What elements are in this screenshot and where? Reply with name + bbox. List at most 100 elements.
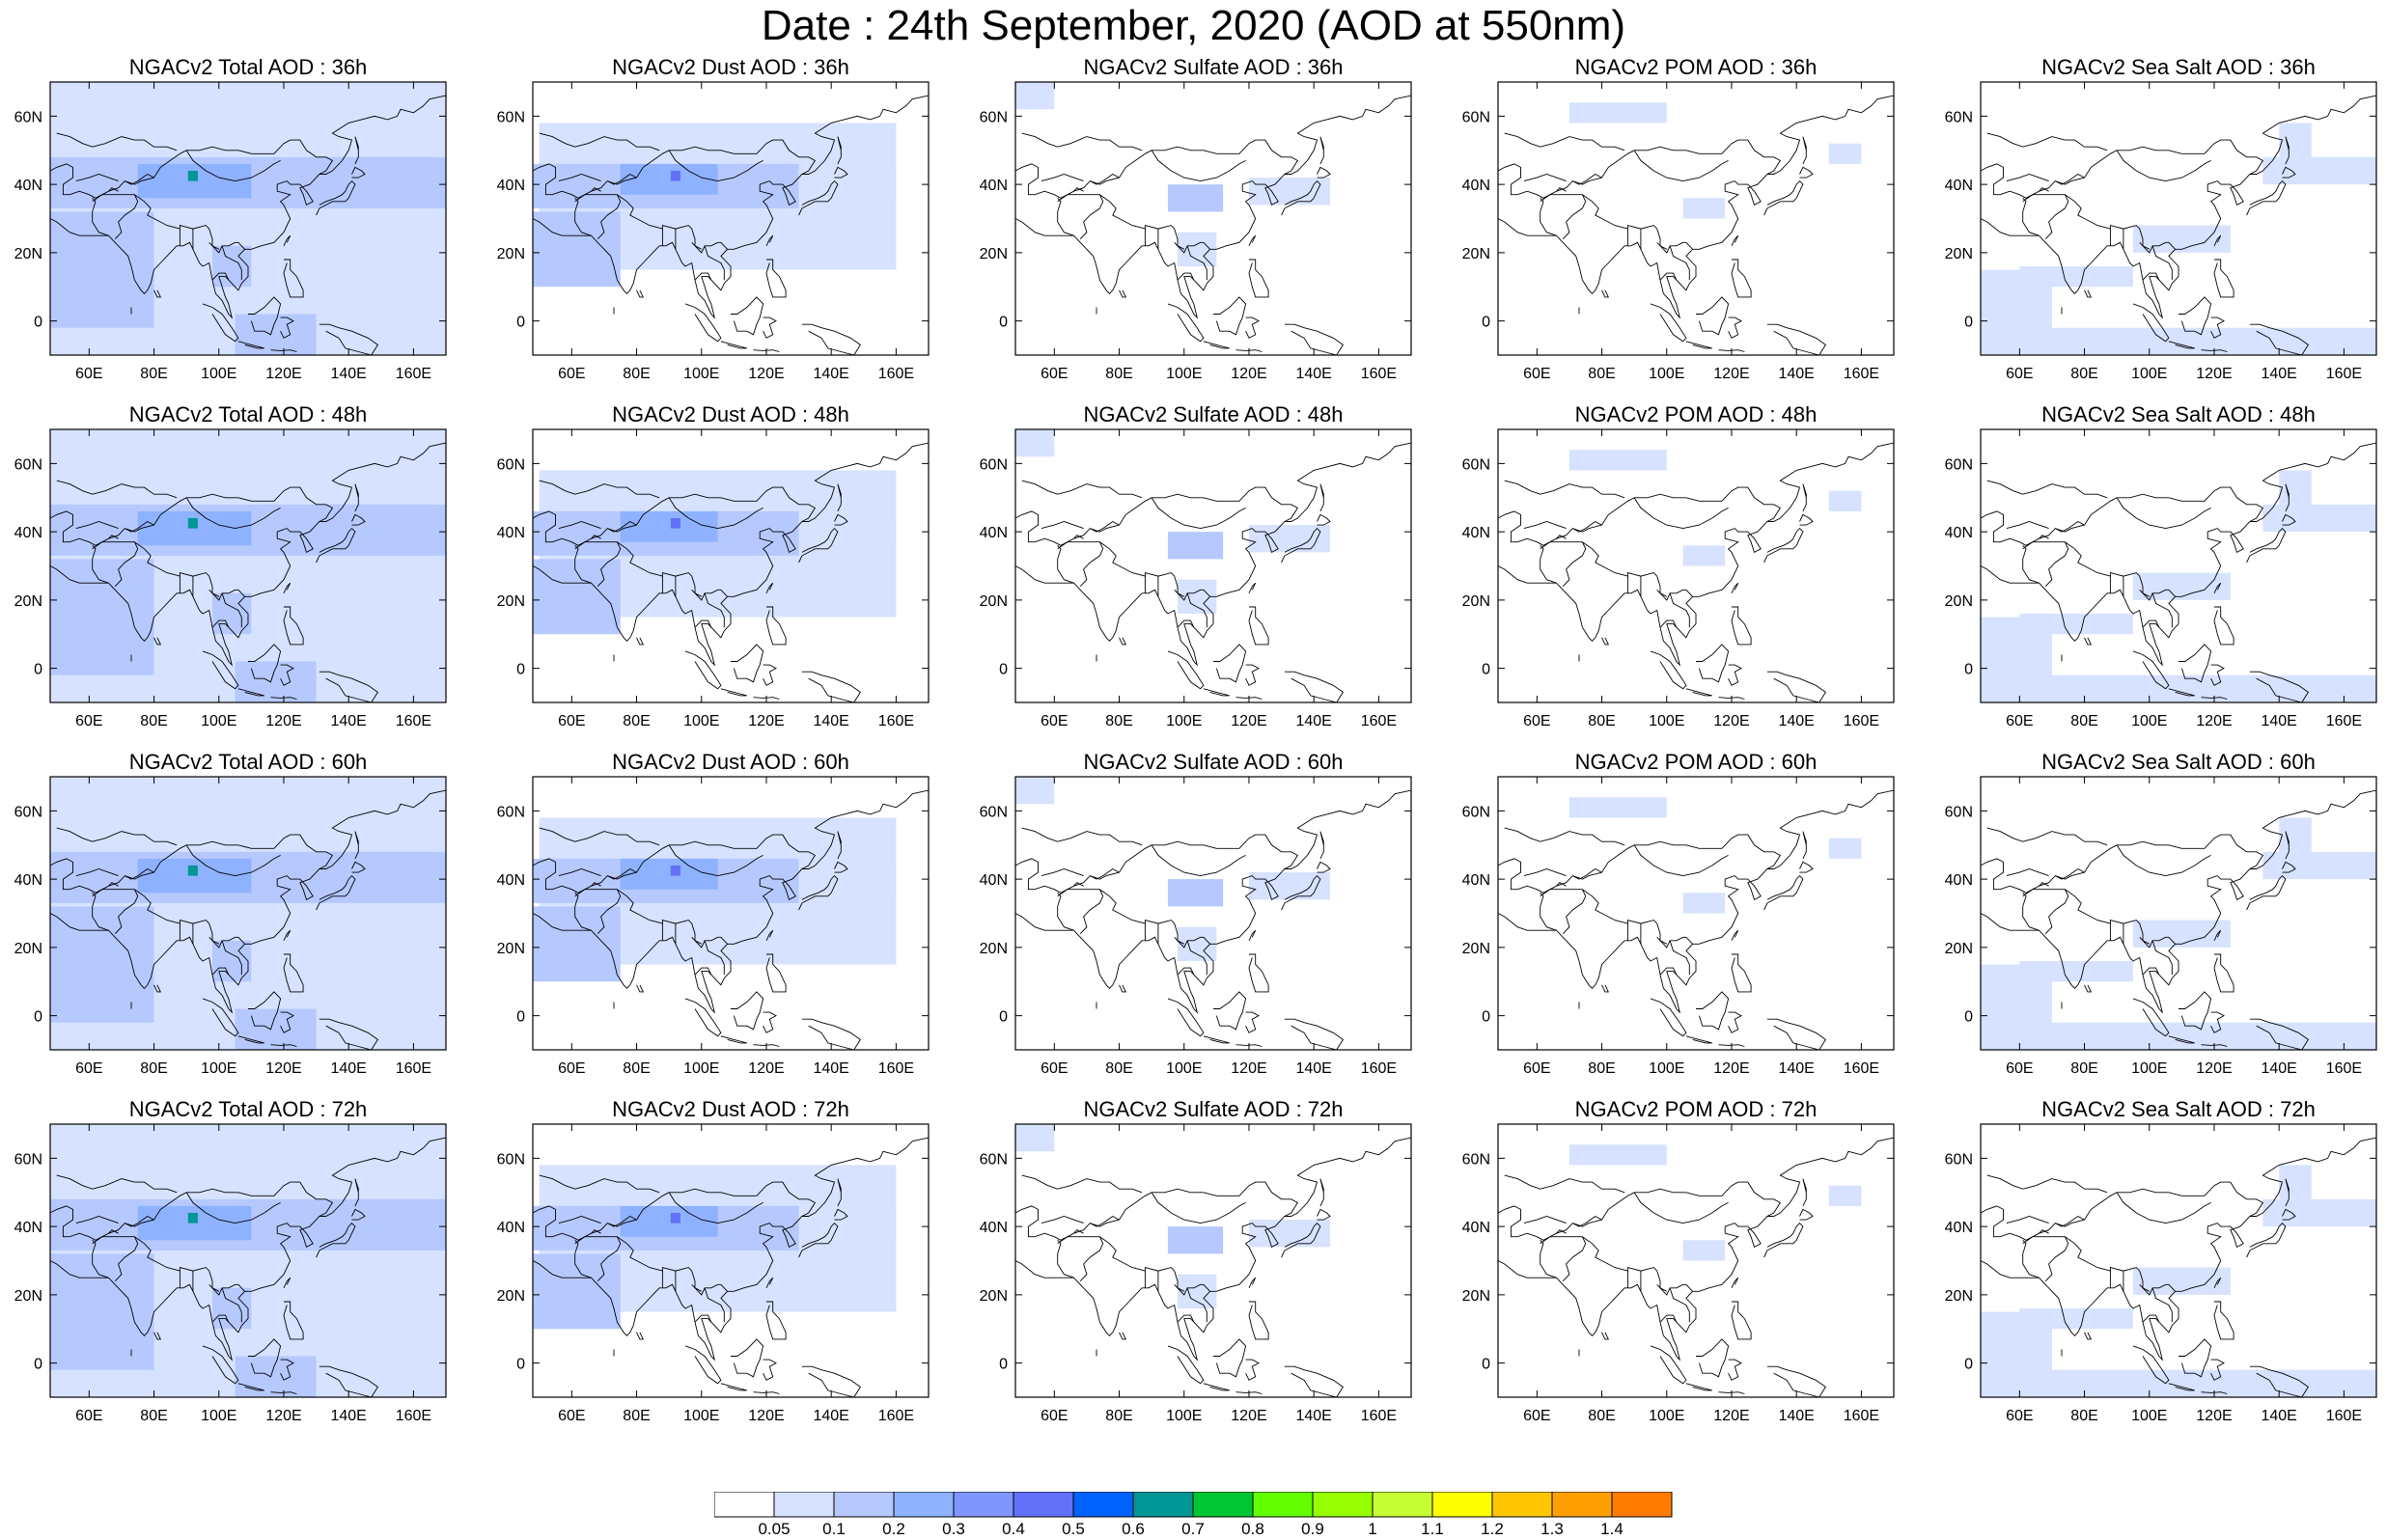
coastline-outline: [221, 940, 242, 976]
lon-tick-label: 100E: [683, 366, 719, 382]
coastline-outline: [2246, 1222, 2287, 1258]
coastline-outline: [765, 1277, 774, 1288]
lon-tick-label: 80E: [623, 713, 650, 729]
lon-tick-label: 80E: [2070, 1408, 2097, 1424]
coastline-outline: [533, 1205, 579, 1241]
coastline-outline: [2139, 241, 2176, 254]
coastline-outline: [2285, 136, 2290, 165]
coastline-outline: [1766, 323, 1827, 355]
aod-map-panel: NGACv2 Dust AOD : 72h 60N 40N 20N 0 60E 80E 100…: [494, 1088, 977, 1436]
coastline-outline: [1073, 1229, 1084, 1234]
coastline-outline: [691, 241, 728, 254]
coastline-outline: [1015, 510, 1062, 546]
coastline-outline: [1090, 520, 1120, 533]
coastline-outline: [1685, 1035, 1712, 1044]
map-frame: [49, 1123, 447, 1398]
coastline-outline: [1248, 259, 1269, 298]
lon-tick-label: 120E: [748, 1408, 784, 1424]
coastline-outline: [1718, 1044, 1745, 1047]
coastline-outline: [95, 1181, 334, 1241]
lat-tick-label: 60N: [1462, 804, 1490, 820]
lon-tick-label: 100E: [1166, 366, 1202, 382]
aod-shading-region: [2262, 851, 2376, 880]
lon-tick-label: 80E: [140, 1060, 167, 1077]
panel-title: NGACv2 Dust AOD : 36h: [612, 55, 849, 79]
coastline-outline: [617, 541, 703, 597]
lon-tick-label: 160E: [1361, 713, 1397, 729]
aod-shading-region: [316, 851, 430, 887]
coastline-outline: [763, 316, 777, 339]
coastline-outline: [2285, 1178, 2290, 1207]
aod-map: NGACv2 Dust AOD : 48h 60N 40N 20N 0 60E 80E 100…: [497, 402, 930, 729]
lon-tick-label: 80E: [140, 713, 167, 729]
coastline-outline: [1203, 341, 1230, 349]
coastline-outline: [2249, 1018, 2310, 1050]
coastline-outline: [56, 827, 178, 846]
aod-map-panel: NGACv2 Total AOD : 36h 60N 40N 20N 0 60E 80E 10…: [12, 46, 494, 394]
coastline-outline: [208, 1283, 245, 1296]
coastline-outline: [237, 341, 264, 349]
lat-tick-label: 0: [1482, 1009, 1490, 1026]
aod-map: NGACv2 POM AOD : 60h 60N 40N 20N 0 60E 80E 100E…: [1462, 750, 1895, 1077]
coastline-outline: [283, 929, 291, 941]
lat-tick-label: 20N: [14, 246, 42, 262]
coastline-outline: [731, 296, 764, 336]
coastline-outline: [2139, 589, 2176, 601]
coastline-outline: [837, 831, 842, 860]
coastline-outline: [694, 619, 712, 628]
aod-shading-region: [798, 865, 897, 894]
coastline-outline: [1556, 1229, 1567, 1234]
lon-tick-label: 100E: [1649, 1060, 1684, 1077]
figure-title: Date : 24th September, 2020 (AOD at 550n…: [761, 2, 1626, 49]
map-background: [1015, 429, 1411, 702]
coastline-outline: [1167, 303, 1205, 343]
coastline-outline: [607, 173, 637, 185]
coastline-outline: [2285, 483, 2290, 512]
lat-tick-label: 20N: [14, 1288, 42, 1305]
coastline-outline: [1235, 697, 1263, 700]
panel-title: NGACv2 Dust AOD : 48h: [612, 402, 849, 426]
coastline-outline: [2210, 664, 2225, 686]
coastline-outline: [1601, 984, 1610, 993]
aod-shading-region: [1568, 102, 1667, 124]
aod-shading-region: [1981, 1022, 2376, 1050]
coastline-outline: [801, 1018, 862, 1050]
coastline-outline: [1174, 1283, 1210, 1296]
lon-tick-label: 60E: [558, 713, 585, 729]
coastline-outline: [2065, 541, 2151, 597]
coastline-outline: [1731, 582, 1739, 593]
aod-shading-region: [1015, 82, 1055, 110]
coastline-outline: [283, 582, 291, 593]
coastline-outline: [636, 1332, 645, 1340]
lat-tick-label: 20N: [14, 593, 42, 610]
coastline-outline: [1167, 998, 1205, 1037]
map-frame: [1497, 1123, 1895, 1398]
coastline-outline: [2039, 187, 2049, 192]
coastline-outline: [720, 341, 747, 349]
aod-map-panel: NGACv2 Total AOD : 60h 60N 40N 20N 0 60E 80E 10…: [12, 741, 494, 1088]
coastline-outline: [1728, 1359, 1742, 1381]
coastline-outline: [202, 1345, 239, 1385]
coastline-outline: [95, 834, 334, 894]
coastline-outline: [558, 521, 601, 530]
lat-tick-label: 40N: [14, 178, 42, 194]
aod-map: NGACv2 Dust AOD : 72h 60N 40N 20N 0 60E 80E 100…: [497, 1097, 930, 1424]
panel-title: NGACv2 Total AOD : 36h: [129, 55, 368, 79]
coastline-outline: [1060, 834, 1299, 894]
colorbar-label: 0.2: [882, 1520, 905, 1536]
coastline-outline: [765, 1301, 787, 1340]
coastline-outline: [1099, 1236, 1185, 1292]
lat-tick-label: 20N: [14, 941, 42, 957]
coastline-outline: [1718, 349, 1745, 352]
lon-tick-label: 80E: [623, 366, 650, 382]
coastline-outline: [153, 1332, 162, 1340]
coastline-outline: [2210, 316, 2225, 339]
panel-title: NGACv2 Total AOD : 72h: [129, 1097, 368, 1121]
coastline-outline: [1633, 150, 1729, 182]
coastline-outline: [1659, 967, 1678, 976]
aod-shading-region: [50, 906, 154, 1023]
coastline-outline: [50, 789, 446, 1014]
coastline-outline: [248, 991, 282, 1031]
map-frame: [1014, 776, 1412, 1051]
coastline-outline: [834, 1208, 848, 1221]
